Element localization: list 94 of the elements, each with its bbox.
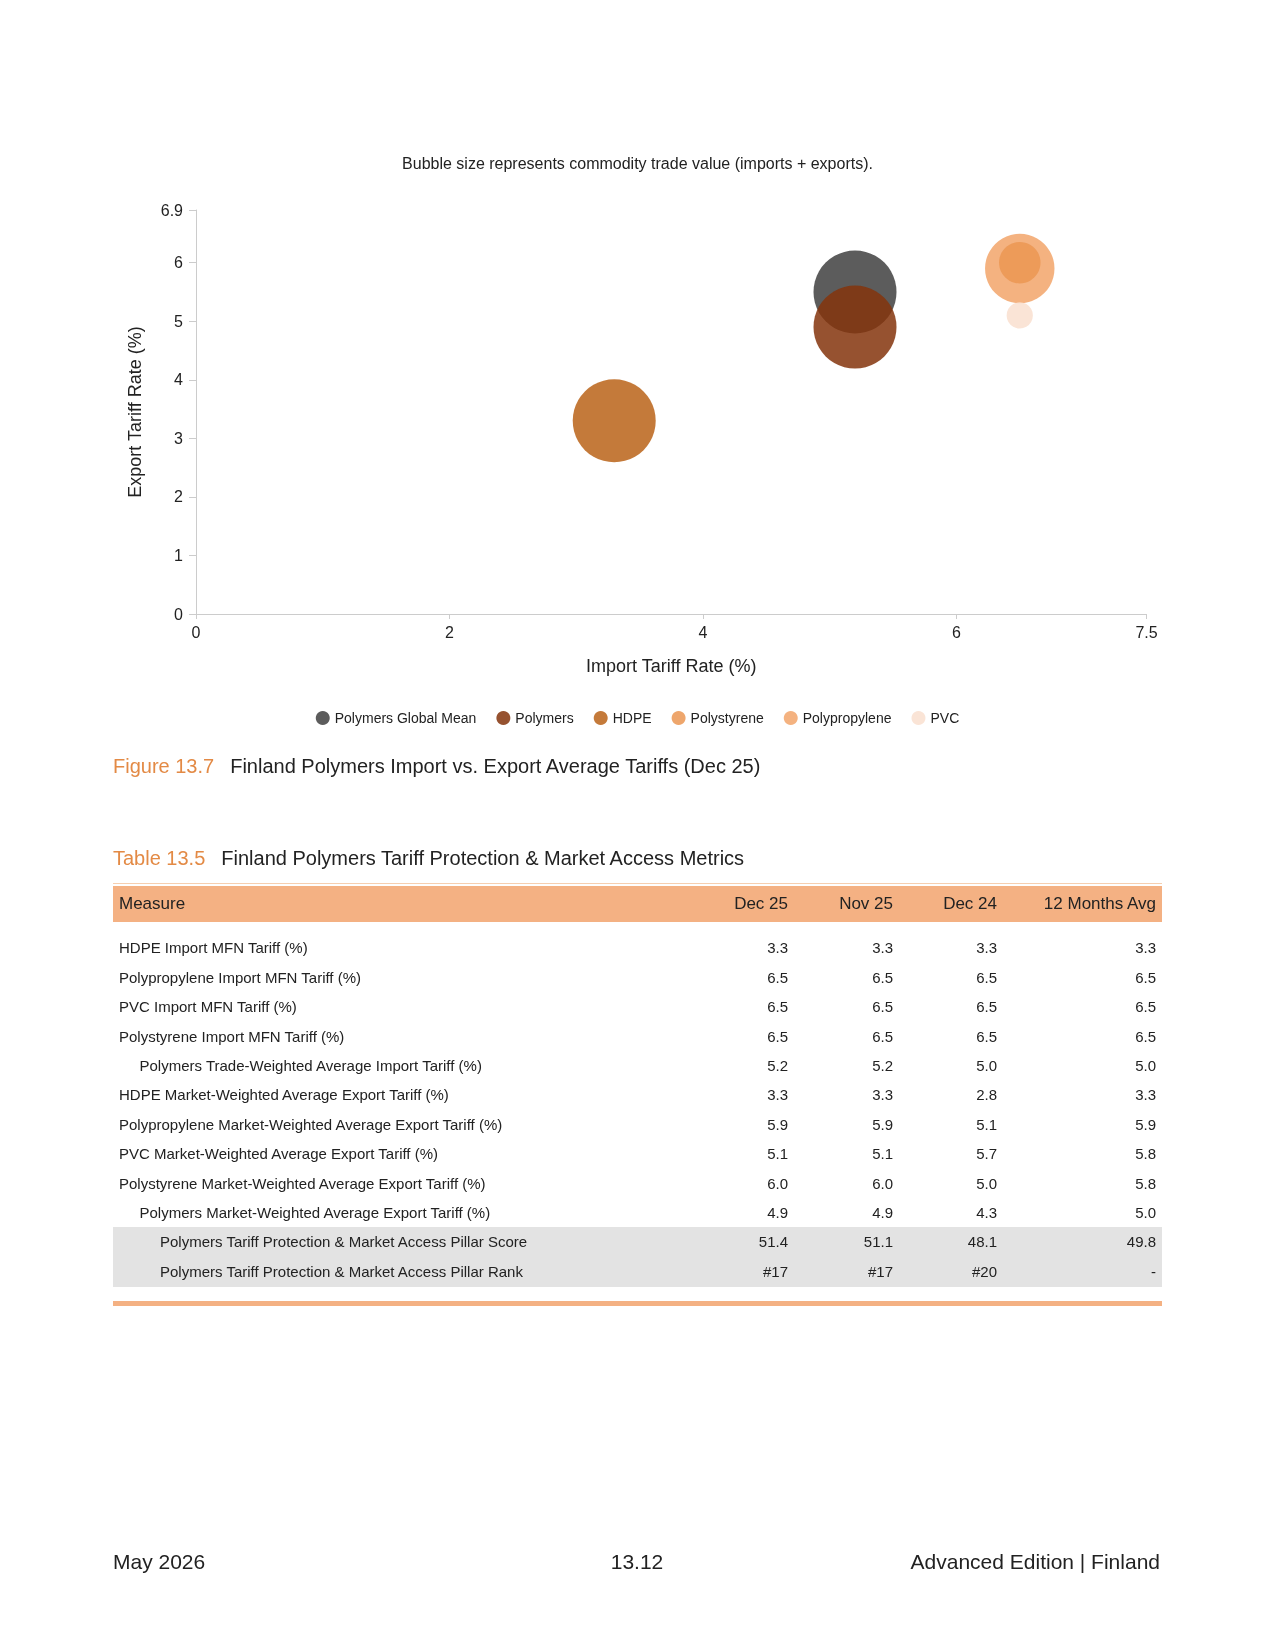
- legend-label: Polymers: [515, 710, 574, 726]
- x-tick-label: 7.5: [1135, 623, 1158, 641]
- data-label: 6.0: [767, 1174, 788, 1192]
- text: Nov 25: [839, 894, 893, 913]
- y-tick-label: 3: [174, 429, 184, 447]
- text: Finland Polymers Tariff Protection & Market Access Metrics: [221, 847, 745, 869]
- data-label: 5.7: [976, 1145, 997, 1163]
- data-label: 5.9: [767, 1115, 788, 1133]
- category-label: PVC Market-Weighted Average Export Tariff (%): [119, 1145, 439, 1163]
- data-label: 5.9: [1135, 1115, 1156, 1133]
- category-label: HDPE Market-Weighted Average Export Tariff (%): [119, 1086, 449, 1104]
- text: Advanced Edition | Finland: [910, 1550, 1160, 1573]
- category-label: Polymers Market-Weighted Average Export Tariff (%): [139, 1203, 491, 1221]
- data-label: 5.1: [767, 1145, 788, 1163]
- data-label: 5.0: [976, 1056, 997, 1074]
- data-label: 5.0: [1135, 1056, 1156, 1074]
- data-label: 3.3: [976, 939, 997, 957]
- data-label: -: [1151, 1262, 1156, 1280]
- y-tick-label: 6.9: [160, 201, 184, 219]
- data-label: 48.1: [967, 1233, 997, 1251]
- text: Dec 24: [943, 894, 997, 913]
- data-label: 6.0: [872, 1174, 893, 1192]
- data-label: #17: [867, 1262, 893, 1280]
- data-label: #20: [971, 1262, 997, 1280]
- category-label: HDPE Import MFN Tariff (%): [119, 939, 308, 957]
- category-label: PVC Import MFN Tariff (%): [119, 998, 297, 1016]
- x-tick-label: 6: [951, 623, 961, 641]
- caption: Table 13.5: [113, 847, 206, 869]
- data-label: 5.2: [767, 1056, 788, 1074]
- text: Finland Polymers Import vs. Export Average Tariffs (Dec 25): [230, 755, 761, 777]
- data-label: 3.3: [767, 1086, 788, 1104]
- data-label: 49.8: [1126, 1233, 1156, 1251]
- legend-label: Polypropylene: [802, 710, 892, 726]
- data-label: 51.1: [863, 1233, 893, 1251]
- data-label: 6.5: [976, 998, 997, 1016]
- data-label: 6.5: [1135, 968, 1156, 986]
- data-label: 3.3: [1135, 939, 1156, 957]
- data-label: 4.9: [872, 1203, 893, 1221]
- data-label: 6.5: [872, 998, 893, 1016]
- data-label: 5.1: [872, 1145, 893, 1163]
- data-label: 6.5: [1135, 998, 1156, 1016]
- legend-label: Polymers Global Mean: [334, 710, 477, 726]
- data-label: 3.3: [767, 939, 788, 957]
- x-tick-label: 2: [445, 623, 455, 641]
- data-label: 6.5: [1135, 1027, 1156, 1045]
- data-label: 3.3: [1135, 1086, 1156, 1104]
- data-label: 6.5: [767, 968, 788, 986]
- data-label: 6.5: [872, 1027, 893, 1045]
- x-tick-label: 4: [698, 623, 708, 641]
- data-label: 3.3: [872, 939, 893, 957]
- category-label: Polymers Tariff Protection & Market Access Pillar Rank: [160, 1262, 523, 1280]
- x-tick-label: 0: [191, 623, 201, 641]
- data-label: 5.2: [872, 1056, 893, 1074]
- y-tick-label: 0: [174, 605, 184, 623]
- data-label: 5.9: [872, 1115, 893, 1133]
- y-tick-label: 2: [174, 488, 184, 506]
- data-label: 5.0: [976, 1174, 997, 1192]
- x-axis-title: Import Tariff Rate (%): [586, 656, 757, 676]
- data-label: 4.9: [767, 1203, 788, 1221]
- text: Measure: [119, 894, 186, 913]
- data-label: 5.0: [1135, 1203, 1156, 1221]
- data-label: 6.5: [976, 1027, 997, 1045]
- caption: Figure 13.7: [113, 755, 215, 777]
- category-label: Polypropylene Market-Weighted Average Export Tariff (%): [119, 1115, 503, 1133]
- text: Dec 25: [734, 894, 788, 913]
- data-label: 6.5: [872, 968, 893, 986]
- y-tick-label: 1: [174, 546, 184, 564]
- y-axis-title: Export Tariff Rate (%): [125, 326, 145, 498]
- category-label: Polystyrene Import MFN Tariff (%): [119, 1027, 345, 1045]
- chart-subtitle: Bubble size represents commodity trade value (imports + exports).: [402, 155, 873, 172]
- category-label: Polymers Tariff Protection & Market Access Pillar Score: [160, 1233, 528, 1251]
- y-tick-label: 4: [174, 371, 184, 389]
- y-tick-label: 6: [174, 254, 184, 272]
- data-label: 2.8: [976, 1086, 997, 1104]
- data-label: 6.5: [767, 998, 788, 1016]
- text: May 2026: [113, 1550, 206, 1573]
- data-label: 3.3: [872, 1086, 893, 1104]
- data-label: 4.3: [976, 1203, 997, 1221]
- data-label: 6.5: [767, 1027, 788, 1045]
- text: 12 Months Avg: [1043, 894, 1156, 913]
- category-label: Polypropylene Import MFN Tariff (%): [119, 968, 362, 986]
- y-tick-label: 5: [174, 312, 184, 330]
- data-label: 5.8: [1135, 1174, 1156, 1192]
- data-label: 5.8: [1135, 1145, 1156, 1163]
- legend-label: Polystyrene: [690, 710, 764, 726]
- category-label: Polymers Trade-Weighted Average Import Tariff (%): [139, 1056, 482, 1074]
- legend-label: HDPE: [612, 710, 652, 726]
- text: 13.12: [610, 1550, 664, 1573]
- category-label: Polystyrene Market-Weighted Average Export Tariff (%): [119, 1174, 486, 1192]
- data-label: #17: [762, 1262, 788, 1280]
- data-label: 5.1: [976, 1115, 997, 1133]
- data-label: 6.5: [976, 968, 997, 986]
- legend-label: PVC: [930, 710, 960, 726]
- data-label: 51.4: [758, 1233, 788, 1251]
